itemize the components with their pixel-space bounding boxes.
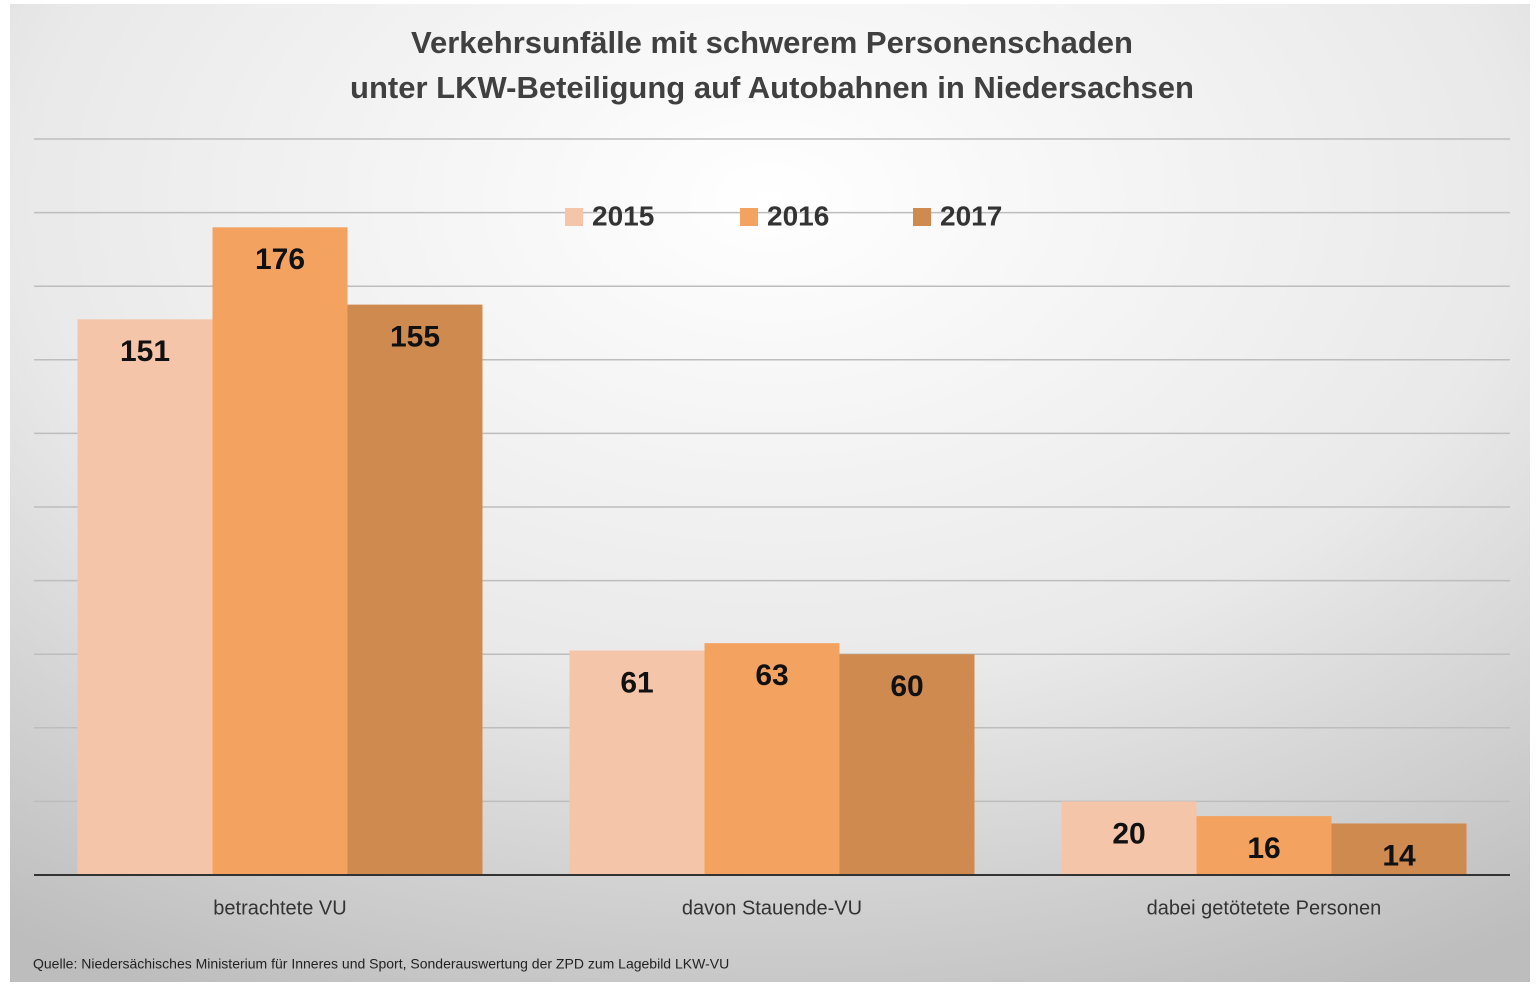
data-label: 60 — [890, 670, 923, 703]
x-tick-label: betrachtete VU — [213, 897, 346, 919]
bar — [77, 319, 213, 875]
legend-label: 2017 — [940, 200, 1002, 231]
bar — [569, 650, 705, 875]
legend-label: 2016 — [767, 200, 829, 231]
x-tick-label: davon Stauende-VU — [682, 897, 862, 919]
source: Quelle: Niedersächisches Ministerium für… — [33, 956, 729, 972]
data-label: 16 — [1247, 832, 1280, 865]
bar — [1331, 823, 1467, 875]
data-label: 151 — [120, 335, 170, 368]
data-label: 20 — [1112, 817, 1145, 850]
legend-label: 2015 — [592, 200, 654, 231]
bar — [1061, 801, 1197, 875]
data-label: 63 — [755, 659, 788, 692]
bar — [839, 654, 975, 875]
chart-title: unter LKW-Beteiligung auf Autobahnen in … — [350, 70, 1194, 105]
legend-swatch — [565, 208, 583, 226]
data-label: 61 — [620, 666, 653, 699]
chart-title: Verkehrsunfälle mit schwerem Personensch… — [411, 25, 1133, 60]
bar — [347, 304, 483, 876]
bar — [1196, 816, 1332, 875]
data-label: 176 — [255, 243, 305, 276]
x-tick-label: dabei getötetete Personen — [1147, 897, 1382, 919]
legend-swatch — [740, 208, 758, 226]
bar — [704, 643, 840, 875]
data-label: 14 — [1382, 839, 1416, 872]
data-label: 155 — [390, 321, 440, 354]
legend-swatch — [913, 208, 931, 226]
bar — [212, 227, 348, 875]
